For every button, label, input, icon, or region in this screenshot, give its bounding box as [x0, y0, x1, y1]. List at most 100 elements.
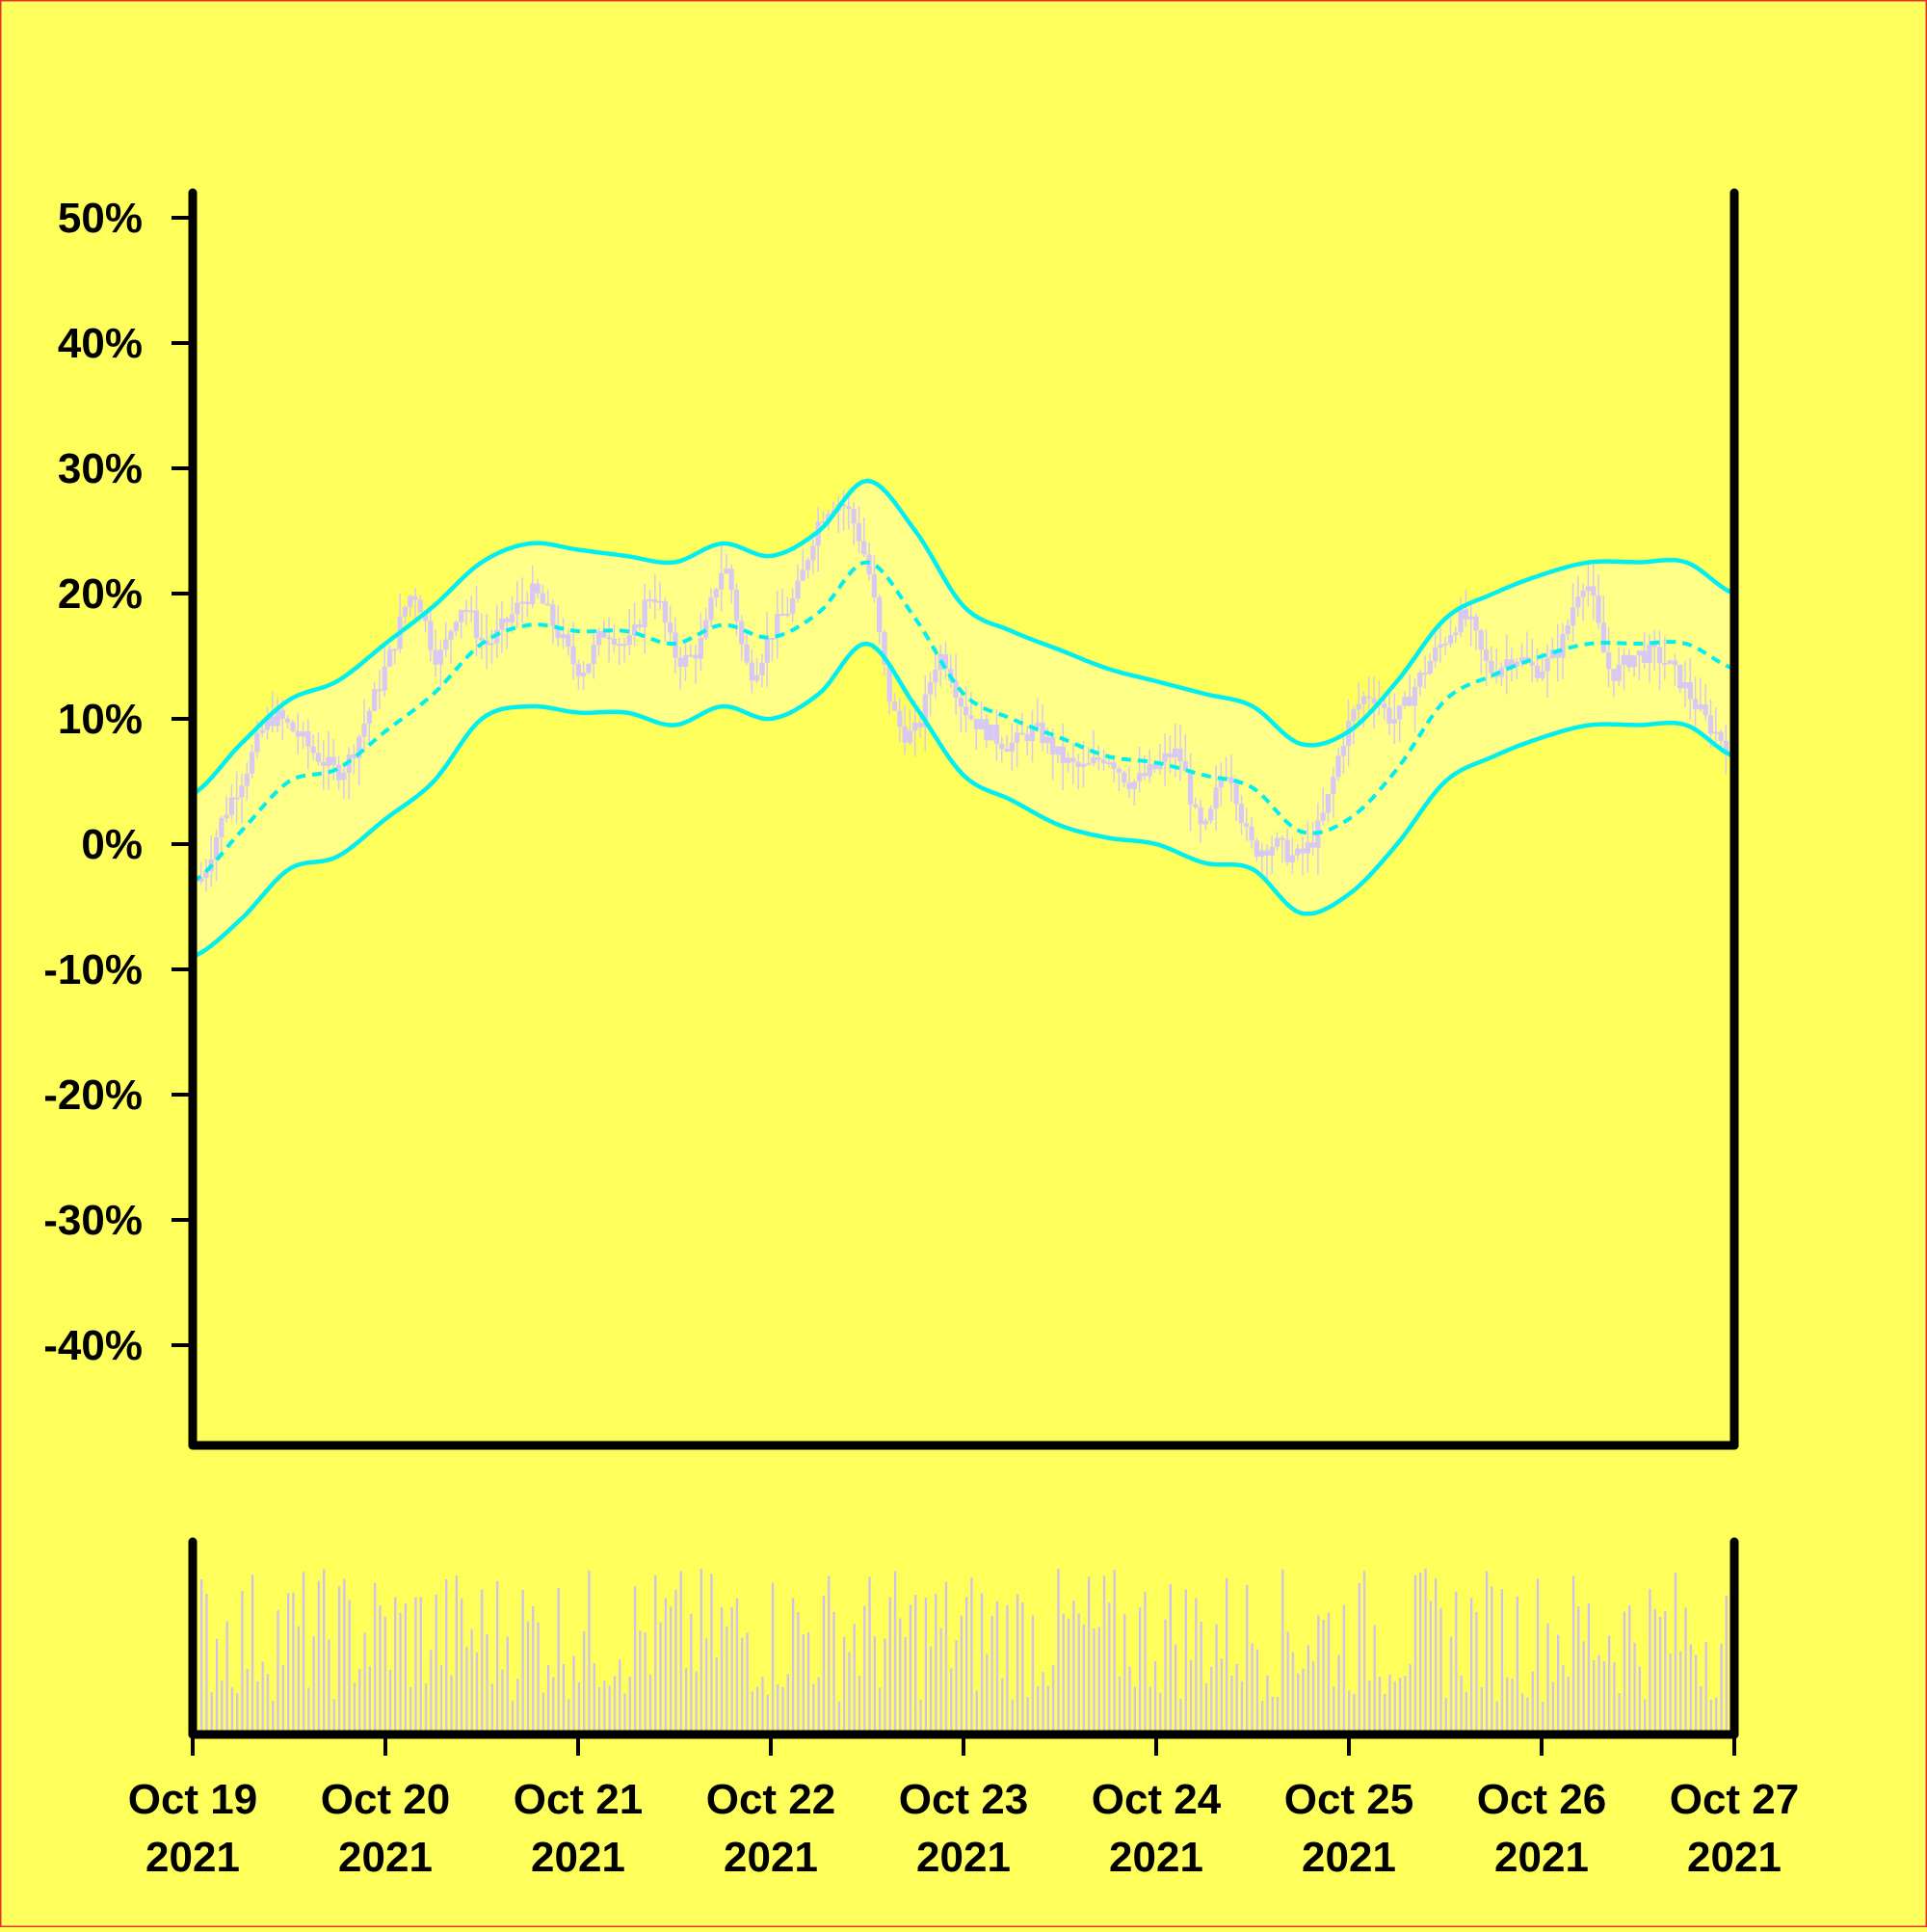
volume-bar: [806, 1631, 810, 1731]
candle-body: [1647, 644, 1652, 663]
candle-body: [463, 610, 469, 613]
candle: [1672, 653, 1678, 686]
candle: [372, 681, 378, 712]
candle-body: [1238, 804, 1245, 824]
volume-bar-layer: [200, 1568, 1728, 1731]
candle-body: [1407, 696, 1412, 706]
candle-body: [1309, 842, 1316, 848]
candle-body: [1698, 704, 1703, 710]
candle: [861, 516, 867, 558]
candle: [356, 734, 362, 786]
volume-bar: [572, 1655, 575, 1731]
volume-bar: [914, 1594, 917, 1731]
candle: [1463, 589, 1468, 627]
candle: [1447, 618, 1454, 648]
candle: [575, 659, 581, 690]
candle-body: [330, 756, 336, 765]
candle-body: [1396, 705, 1403, 720]
volume-bar: [455, 1575, 458, 1731]
volume-bar: [1491, 1586, 1493, 1731]
volume-bar: [1204, 1683, 1208, 1731]
candle: [968, 692, 974, 722]
candle: [708, 588, 714, 627]
candle-body: [1218, 777, 1224, 788]
candle-body: [1677, 665, 1683, 689]
candle-body: [1371, 698, 1377, 703]
volume-bar: [521, 1590, 524, 1731]
candle: [1692, 676, 1699, 730]
candle-body: [1427, 661, 1433, 674]
candle-body: [1549, 649, 1555, 658]
candle: [637, 619, 643, 631]
candle-body: [459, 610, 464, 622]
x-tick-label-year: 2021: [916, 1834, 1011, 1881]
candle: [1035, 698, 1041, 733]
volume-bar: [277, 1610, 279, 1731]
candle: [581, 661, 587, 691]
candle-body: [402, 606, 408, 617]
candle-body: [1086, 763, 1092, 766]
volume-bar: [659, 1622, 662, 1731]
candle-body: [1540, 671, 1545, 678]
volume-bar: [1506, 1677, 1509, 1731]
bollinger-band-layer: [193, 481, 1734, 957]
candle: [1682, 661, 1688, 708]
candle-body: [1565, 625, 1571, 634]
candle: [1631, 655, 1637, 677]
volume-bar: [1046, 1685, 1049, 1731]
volume-bar: [302, 1572, 305, 1731]
candle-body: [1703, 704, 1708, 716]
volume-bar: [1704, 1642, 1707, 1731]
candle-body: [682, 654, 689, 667]
candle: [1269, 835, 1275, 874]
candle: [779, 589, 785, 617]
volume-bar: [1082, 1624, 1085, 1731]
candle-body: [989, 725, 994, 741]
volume-bar: [1439, 1607, 1442, 1731]
volume-bar: [1333, 1686, 1335, 1731]
candle-body: [922, 694, 928, 728]
candle: [591, 632, 596, 679]
volume-bar: [1618, 1693, 1621, 1731]
candle: [1478, 628, 1484, 675]
volume-bar: [1307, 1645, 1309, 1731]
volume-bar: [761, 1677, 764, 1731]
candle-body: [728, 569, 734, 591]
volume-bar: [215, 1638, 219, 1731]
candle: [698, 612, 703, 672]
volume-bar: [837, 1701, 840, 1731]
candle: [1386, 694, 1392, 735]
volume-bar: [1546, 1623, 1549, 1731]
candle-body: [820, 521, 827, 523]
candle: [606, 617, 612, 663]
candle-body: [917, 723, 923, 728]
candle-body: [662, 600, 668, 623]
candle-body: [703, 620, 709, 638]
volume-bar: [710, 1574, 713, 1731]
volume-bar: [741, 1637, 744, 1731]
volume-bar: [577, 1681, 580, 1731]
candle-body: [1116, 768, 1122, 773]
candle: [912, 701, 918, 756]
volume-bar: [1153, 1661, 1157, 1731]
candle-body: [544, 603, 551, 606]
candle: [754, 658, 760, 684]
candle-body: [1366, 696, 1372, 699]
volume-bar: [1226, 1577, 1228, 1731]
candle-body: [1182, 761, 1188, 771]
volume-bar: [670, 1606, 673, 1731]
volume-bar: [960, 1615, 963, 1731]
candle: [1611, 669, 1617, 698]
volume-bar: [1246, 1584, 1249, 1731]
candle-body: [1672, 660, 1678, 666]
candle-body: [1489, 661, 1494, 674]
volume-bar: [475, 1652, 479, 1731]
candle: [1244, 807, 1250, 841]
candle-body: [1040, 723, 1045, 744]
candle: [902, 704, 908, 755]
candle-body: [933, 670, 938, 683]
volume-bar: [644, 1632, 647, 1731]
candle-body: [591, 645, 596, 664]
candle-body: [1631, 655, 1637, 668]
volume-bar: [246, 1668, 249, 1731]
